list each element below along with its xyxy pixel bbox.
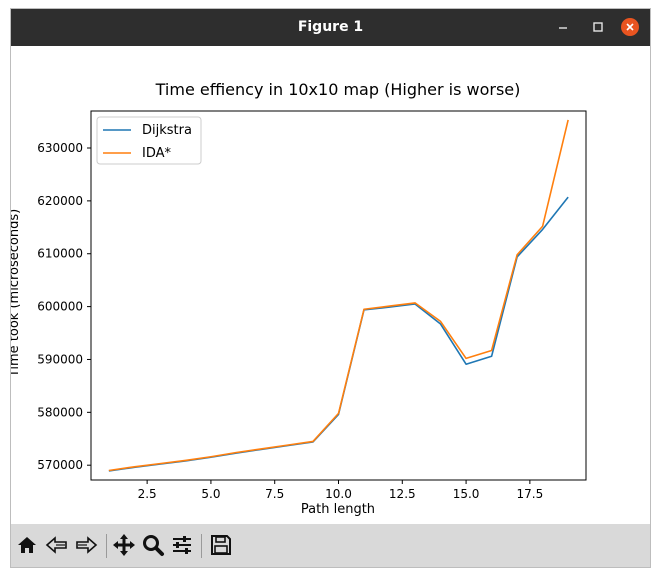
navigation-toolbar [11, 524, 650, 567]
title-bar[interactable]: Figure 1 [11, 9, 650, 46]
y-tick-label: 620000 [37, 194, 83, 208]
figure-window: Figure 1 2.5 5.0 7.5 10.0 12.5 15.0 17.5 570000… [10, 8, 651, 568]
x-tick-label: 17.5 [517, 487, 544, 501]
move-icon[interactable] [111, 532, 137, 558]
legend-label: Dijkstra [142, 123, 192, 138]
zoom-icon[interactable] [140, 532, 166, 558]
x-tick-label: 2.5 [138, 487, 157, 501]
x-tick-label: 12.5 [389, 487, 416, 501]
legend-label: IDA* [142, 146, 172, 161]
minimize-icon[interactable] [552, 16, 574, 38]
y-tick-label: 600000 [37, 300, 83, 314]
y-tick-label: 570000 [37, 458, 83, 472]
axes-frame [90, 110, 587, 481]
chart-title: Time effiency in 10x10 map (Higher is wo… [155, 80, 521, 99]
x-tick-label: 15.0 [453, 487, 480, 501]
x-tick-label: 10.0 [325, 487, 352, 501]
back-arrow-icon[interactable] [44, 532, 70, 558]
home-icon[interactable] [14, 532, 40, 558]
y-tick-label: 630000 [37, 141, 83, 155]
forward-arrow-icon[interactable] [73, 532, 99, 558]
x-axis-label: Path length [301, 502, 375, 517]
close-icon[interactable] [621, 18, 639, 36]
x-tick-label: 7.5 [265, 487, 284, 501]
toolbar-separator [201, 534, 202, 558]
x-tick-label: 5.0 [201, 487, 220, 501]
window-title: Figure 1 [297, 19, 364, 35]
y-tick-label: 610000 [37, 247, 83, 261]
series-line-ida-star [108, 119, 569, 472]
y-tick-label: 590000 [37, 352, 83, 366]
save-icon[interactable] [208, 532, 234, 558]
toolbar-separator [106, 534, 107, 558]
sliders-icon[interactable] [169, 532, 195, 558]
y-axis-label: Time took (microseconds) [11, 209, 22, 378]
line-chart: 2.5 5.0 7.5 10.0 12.5 15.0 17.5 570000 580000 590… [11, 80, 587, 517]
series-line-dijkstra [108, 196, 569, 472]
y-tick-label: 580000 [37, 405, 83, 419]
maximize-icon[interactable] [587, 16, 609, 38]
plot-canvas[interactable]: 2.5 5.0 7.5 10.0 12.5 15.0 17.5 570000 580000 590… [11, 46, 650, 524]
